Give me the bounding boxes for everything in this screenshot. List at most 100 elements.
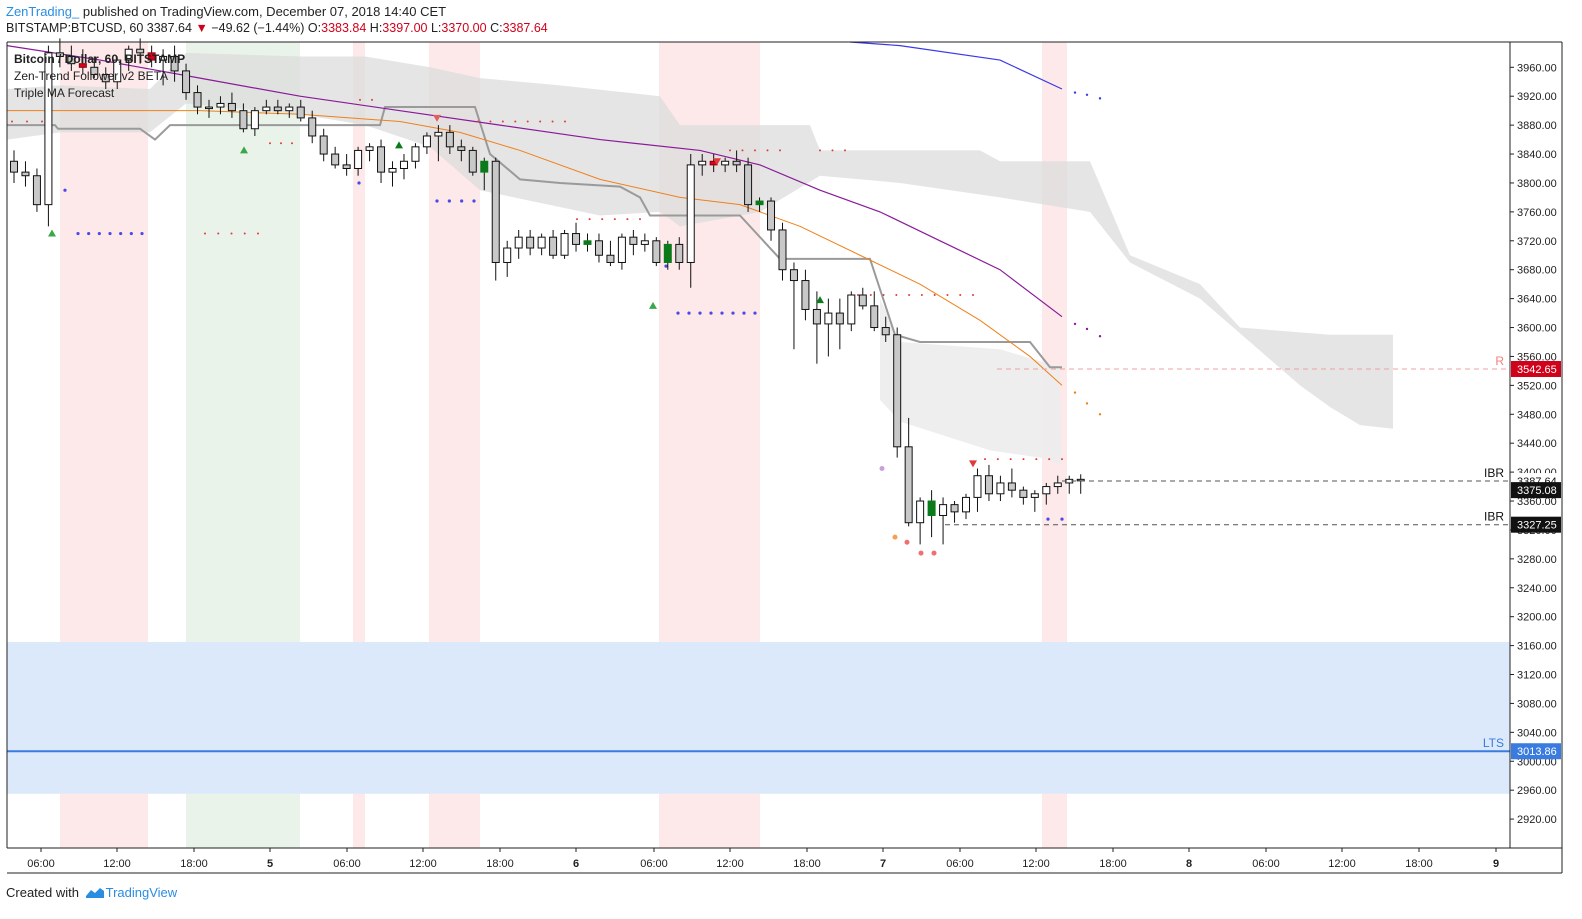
candle <box>44 45 53 227</box>
candle <box>182 63 191 100</box>
candle <box>824 298 833 357</box>
forecast-dot <box>1085 93 1089 96</box>
x-tick-label: 12:00 <box>716 858 744 870</box>
x-tick-label: 06:00 <box>27 858 55 870</box>
candle-body <box>193 92 202 108</box>
stop-dot <box>869 294 872 297</box>
stop-dot <box>664 264 668 268</box>
candle-body <box>594 240 603 256</box>
stop-dot <box>729 149 731 152</box>
candle <box>457 139 466 162</box>
stop-dot <box>357 181 361 185</box>
stop-dot <box>1048 458 1051 461</box>
support-zone <box>7 641 1510 794</box>
stop-dot <box>564 120 566 123</box>
candle <box>617 233 626 270</box>
stop-dot <box>514 120 517 123</box>
forecast-dot <box>1098 335 1102 338</box>
candle-body <box>78 63 87 68</box>
candle-body <box>1030 493 1039 498</box>
candle-body <box>801 280 810 310</box>
price-tag <box>1511 360 1561 377</box>
symbol-label: BITSTAMP:BTCUSD, 60 <box>6 21 144 35</box>
x-tick-label: 5 <box>267 858 273 870</box>
candle-body <box>663 243 672 263</box>
candle-body <box>560 233 569 256</box>
buy-signal-icon <box>395 141 403 149</box>
stop-dot <box>26 120 28 123</box>
candle-body <box>55 52 64 57</box>
stop-dot <box>204 232 206 235</box>
candle-body <box>1019 489 1028 498</box>
candle-body <box>675 243 684 263</box>
stop-dot <box>984 458 986 461</box>
candle-body <box>239 110 248 130</box>
y-tick-label: 3800.00 <box>1517 178 1557 190</box>
candle-body <box>285 106 294 112</box>
stop-dot <box>63 188 67 192</box>
stop-dot <box>676 311 680 315</box>
symbol-ohlc-line: BITSTAMP:BTCUSD, 60 3387.64 ▼ −49.62 (−1… <box>6 21 548 35</box>
stop-dot <box>920 294 923 297</box>
candle-body <box>445 131 454 148</box>
y-tick-label: 3720.00 <box>1517 236 1557 248</box>
forecast-dot <box>1073 91 1077 94</box>
candle <box>812 291 821 364</box>
candle <box>331 146 340 169</box>
candle-body <box>893 334 902 448</box>
open-value: 3383.84 <box>321 21 367 35</box>
stop-dot <box>857 294 859 297</box>
candle-body <box>537 236 546 249</box>
candle <box>893 327 902 458</box>
candle-body <box>686 164 695 263</box>
buy-signal-icon <box>816 296 824 304</box>
stop-dot <box>97 231 101 236</box>
candle <box>560 229 569 259</box>
candle <box>698 154 707 176</box>
price-tag <box>1511 516 1561 533</box>
candle <box>227 92 236 118</box>
candle-body <box>1007 482 1016 491</box>
candle-body <box>629 236 638 245</box>
stop-dot <box>576 218 578 221</box>
ichimoku-cloud <box>7 52 1393 429</box>
candle <box>939 497 948 545</box>
candle <box>193 85 202 115</box>
ibr-label: IBR <box>1484 510 1504 524</box>
stop-dot <box>1035 458 1038 461</box>
stop-dot <box>87 231 91 236</box>
close-value: 3387.64 <box>502 21 548 35</box>
x-tick-label: 06:00 <box>1252 858 1280 870</box>
candle-body <box>824 312 833 325</box>
low-value: 3370.00 <box>441 21 487 35</box>
candle <box>136 38 145 64</box>
x-tick-label: 9 <box>1493 858 1499 870</box>
candle <box>55 38 64 68</box>
stop-dot <box>526 120 529 123</box>
stop-dot <box>291 142 293 145</box>
candle-body <box>755 200 764 206</box>
candle <box>319 128 328 162</box>
tradingview-brand[interactable]: TradingView <box>105 885 178 900</box>
candle <box>101 67 110 89</box>
candle-body <box>549 236 558 256</box>
candle <box>870 291 879 332</box>
candle-body <box>939 504 948 516</box>
y-tick-label: 3160.00 <box>1517 641 1557 653</box>
exit-dot <box>931 550 937 556</box>
stop-dot <box>933 294 936 297</box>
y-tick-label: 3000.00 <box>1517 756 1557 768</box>
candle <box>1030 490 1039 512</box>
created-with-label: Created with <box>6 885 79 900</box>
stop-dot <box>882 294 885 297</box>
candle <box>1007 468 1016 498</box>
x-tick-label: 18:00 <box>793 858 821 870</box>
x-tick-label: 06:00 <box>333 858 361 870</box>
author-link[interactable]: ZenTrading_ <box>6 4 80 19</box>
x-tick-label: 7 <box>880 858 886 870</box>
candle <box>537 233 546 256</box>
candle-body <box>44 52 53 206</box>
candle <box>640 233 649 252</box>
publish-info: published on TradingView.com, December 0… <box>82 4 447 19</box>
